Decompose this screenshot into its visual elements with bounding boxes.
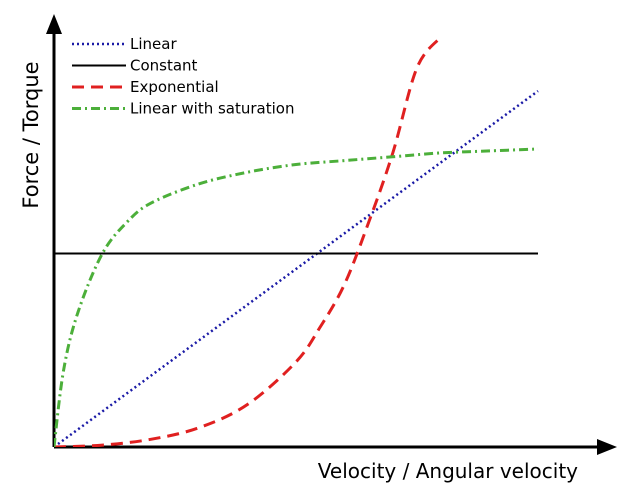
legend-label-linear-with-saturation: Linear with saturation xyxy=(130,100,294,118)
legend-label-constant: Constant xyxy=(130,57,198,75)
axes xyxy=(46,14,617,455)
series-layer xyxy=(54,35,539,447)
series-line-exponential xyxy=(54,35,443,447)
y-axis-arrow xyxy=(46,14,62,34)
legend-label-linear: Linear xyxy=(130,35,177,53)
legend: Linear Constant Exponential Linear with sat… xyxy=(72,35,294,118)
series-line-linear-with-saturation xyxy=(54,147,539,447)
x-axis-arrow xyxy=(597,439,617,455)
x-axis-label: Velocity / Angular velocity xyxy=(318,459,578,483)
legend-label-exponential: Exponential xyxy=(130,78,219,96)
series-line-linear xyxy=(54,89,539,447)
y-axis-label: Force / Torque xyxy=(19,61,43,208)
